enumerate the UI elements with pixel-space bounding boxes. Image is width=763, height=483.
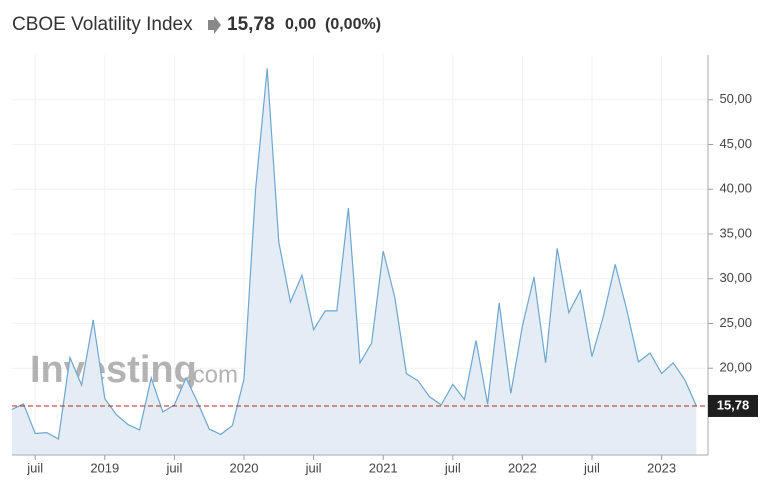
x-tick-label: 2019 — [90, 460, 119, 475]
watermark-suffix: .com — [186, 361, 238, 388]
y-tick-label: 35,00 — [719, 225, 752, 240]
y-tick-label: 45,00 — [719, 136, 752, 151]
y-tick-label: 25,00 — [719, 315, 752, 330]
area — [12, 68, 697, 456]
change: 0,00 — [285, 16, 316, 33]
x-tick-label: juil — [305, 460, 322, 475]
x-tick-label: 2020 — [230, 460, 259, 475]
x-tick-label: juil — [444, 460, 461, 475]
last-value-label: 15,78 — [717, 397, 750, 412]
y-tick-label: 50,00 — [719, 91, 752, 106]
watermark: Investing — [30, 349, 197, 391]
y-tick-label: 20,00 — [719, 360, 752, 375]
x-tick-label: 2023 — [647, 460, 676, 475]
price: 15,78 — [227, 14, 275, 35]
x-tick-label: 2022 — [508, 460, 537, 475]
last-value-box — [708, 394, 758, 417]
x-tick-label: juil — [165, 460, 182, 475]
x-tick-label: juil — [26, 460, 43, 475]
x-tick-label: juil — [583, 460, 600, 475]
change-pct: (0,00%) — [325, 16, 381, 33]
line — [11, 68, 697, 440]
x-tick-label: 2021 — [369, 460, 398, 475]
chart-title: CBOE Volatility Index — [12, 14, 193, 35]
arrow-icon — [208, 16, 221, 34]
y-tick-label: 30,00 — [719, 270, 752, 285]
y-tick-label: 40,00 — [719, 181, 752, 196]
